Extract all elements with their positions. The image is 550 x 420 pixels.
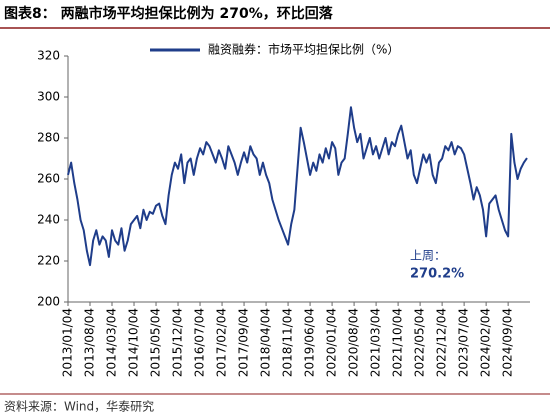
- x-tick-label: 2016/07/04: [193, 308, 207, 377]
- line: [67, 106, 528, 267]
- x-tick-label: 2022/12/04: [435, 308, 449, 377]
- y-tick-label: 220: [37, 254, 60, 268]
- legend-label: 融资融券：市场平均担保比例（%）: [208, 42, 399, 57]
- x-tick-label: 2024/02/04: [479, 308, 493, 377]
- x-tick-label: 2013/01/04: [61, 308, 75, 377]
- annotation: 上周：: [410, 249, 446, 263]
- x-tick-label: 2015/05/04: [149, 308, 163, 377]
- chart-title: 图表8： 两融市场平均担保比例为 270%，环比回落: [4, 5, 334, 22]
- x-tick-label: 2024/09/04: [501, 308, 515, 377]
- x-tick-label: 2019/06/04: [303, 308, 317, 377]
- x-tick-label: 2020/08/04: [347, 308, 361, 377]
- y-tick-label: 200: [37, 295, 60, 309]
- x-tick-label: 2021/03/04: [369, 308, 383, 377]
- y-tick-label: 300: [37, 90, 60, 104]
- x-tick-label: 2017/09/04: [237, 308, 251, 377]
- x-tick-label: 2020/01/04: [325, 308, 339, 377]
- y-tick-label: 240: [37, 213, 60, 227]
- x-tick-label: 2022/05/04: [413, 308, 427, 377]
- x-tick-label: 2018/11/04: [281, 308, 295, 377]
- source: 资料来源：Wind，华泰研究: [4, 399, 154, 414]
- x-tick-label: 2023/07/04: [457, 308, 471, 377]
- y-tick-label: 260: [37, 172, 60, 186]
- x-tick-label: 2021/10/04: [391, 308, 405, 377]
- x-tick-label: 2017/02/04: [215, 308, 229, 377]
- y-tick-label: 320: [37, 49, 60, 63]
- x-tick-label: 2014/10/04: [127, 308, 141, 377]
- x-tick-label: 2013/08/04: [83, 308, 97, 377]
- y-tick-label: 280: [37, 131, 60, 145]
- annotation: 270.2%: [410, 267, 464, 282]
- x-tick-label: 2014/03/04: [105, 308, 119, 377]
- x-tick-label: 2018/04/04: [259, 308, 273, 377]
- x-tick-label: 2015/12/04: [171, 308, 185, 377]
